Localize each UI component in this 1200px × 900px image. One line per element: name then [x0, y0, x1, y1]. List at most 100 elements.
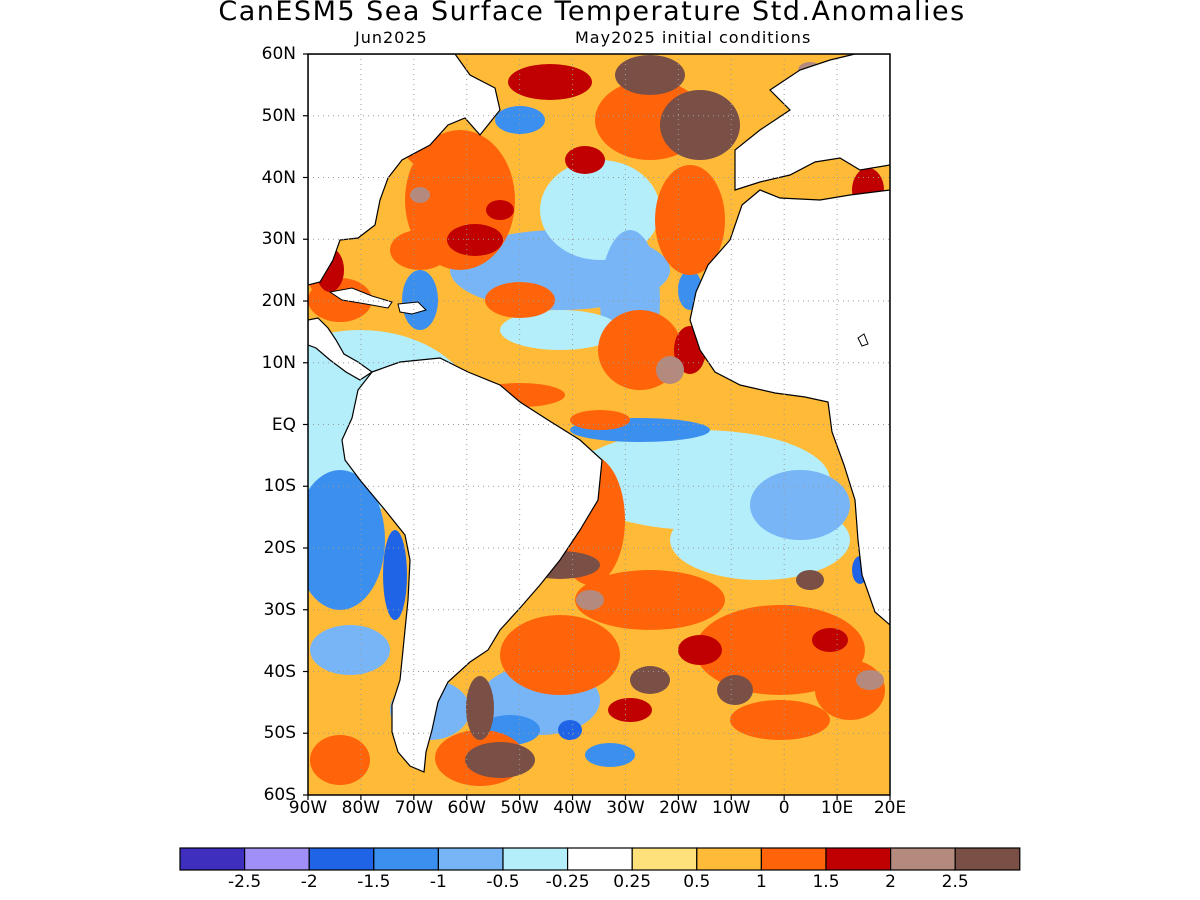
madagascar-island	[857, 333, 869, 347]
colorbar-swatch	[954, 847, 1021, 871]
lat-label: 50N	[261, 105, 296, 126]
colorbar-label: -0.5	[486, 872, 520, 892]
anomaly-patch	[678, 635, 722, 665]
lon-label: 50W	[500, 798, 539, 818]
anomaly-patch	[558, 720, 582, 740]
colorbar-label: 1.5	[812, 872, 840, 892]
anomaly-patch	[310, 625, 390, 675]
anomaly-patch	[656, 356, 684, 384]
colorbar-swatch	[631, 847, 698, 871]
colorbar-swatch	[502, 847, 569, 871]
lon-label: 10W	[712, 798, 751, 818]
lon-label: 60W	[447, 798, 486, 818]
anomaly-patch	[856, 670, 884, 690]
anomaly-patch	[465, 742, 535, 778]
colorbar-label: 0.25	[613, 872, 652, 892]
anomaly-patch	[750, 470, 850, 540]
colorbar-label: 2	[885, 872, 897, 892]
lat-label: EQ	[271, 414, 296, 435]
colorbar-swatch	[179, 847, 246, 871]
anomaly-patch	[815, 660, 885, 720]
lon-label: 20E	[873, 798, 907, 818]
colorbar-swatch	[889, 847, 956, 871]
colorbar	[179, 847, 1021, 871]
colorbar-swatch	[825, 847, 892, 871]
lon-label: 20W	[659, 798, 698, 818]
anomaly-patch	[390, 230, 450, 270]
lon-label: 90W	[288, 798, 328, 818]
colorbar-label: 0.5	[683, 872, 711, 892]
lon-label: 30W	[606, 798, 645, 818]
anomaly-patch	[508, 64, 592, 100]
colorbar-label: 2.5	[941, 872, 969, 892]
colorbar-label: 1	[755, 872, 767, 892]
colorbar-swatch	[437, 847, 504, 871]
lat-label: 10N	[261, 352, 296, 373]
anomaly-patch	[655, 165, 725, 275]
lon-label: 80W	[341, 798, 381, 818]
colorbar-swatch	[566, 847, 633, 871]
anomaly-patch	[500, 310, 620, 350]
anomaly-patch	[576, 590, 604, 610]
axis-ticks	[303, 53, 891, 800]
lat-label: 30S	[263, 599, 296, 620]
lon-label: 40W	[553, 798, 592, 818]
hispaniola-island	[397, 301, 427, 315]
lat-label: 10S	[263, 476, 296, 497]
forecast-month: Jun2025	[355, 28, 428, 47]
anomaly-patch	[575, 570, 725, 630]
lat-label: 50S	[263, 723, 296, 744]
land-masses	[308, 54, 890, 773]
colorbar-label: -2	[300, 872, 318, 892]
anomaly-patch	[447, 224, 503, 256]
colorbar-swatch	[373, 847, 439, 871]
anomaly-patch	[402, 270, 438, 330]
lat-label: 30N	[261, 229, 296, 250]
anomaly-patch	[585, 743, 635, 767]
anomaly-patch	[730, 700, 830, 740]
initial-conditions: May2025 initial conditions	[575, 28, 812, 47]
anomaly-patch	[630, 666, 670, 694]
colorbar-swatch	[308, 847, 375, 871]
anomaly-patch	[500, 615, 620, 695]
anomaly-patch	[717, 675, 753, 705]
anomaly-patch	[308, 470, 385, 610]
anomaly-patch	[486, 200, 514, 220]
colorbar-label: -1	[429, 872, 447, 892]
anomaly-patch	[565, 146, 605, 174]
lat-label: 20S	[263, 538, 296, 558]
anomaly-patch	[410, 187, 430, 203]
lat-label: 60N	[261, 44, 296, 64]
anomaly-patch	[608, 698, 652, 722]
colorbar-swatch	[760, 847, 827, 871]
colorbar-swatch	[244, 847, 310, 871]
graticule	[308, 54, 890, 795]
anomaly-patch	[383, 530, 407, 620]
colorbar-label: -0.25	[545, 872, 590, 892]
africa-land	[689, 189, 890, 626]
map-title: CanESM5 Sea Surface Temperature Std.Anom…	[218, 0, 966, 27]
lon-label: 10E	[820, 798, 854, 818]
lat-label: 60S	[263, 785, 296, 805]
anomaly-patch	[570, 410, 630, 430]
north-america-land	[308, 54, 501, 286]
anomaly-patch	[615, 55, 685, 95]
lat-label: 40S	[263, 661, 296, 682]
lat-label: 40N	[261, 167, 296, 188]
anomaly-patch	[660, 90, 740, 160]
south-america-land	[341, 357, 603, 773]
anomaly-patch	[812, 628, 848, 652]
europe-land	[734, 54, 890, 191]
lon-label: 70W	[394, 798, 434, 818]
cuba-island	[328, 287, 393, 309]
colorbar-label: -2.5	[228, 872, 262, 892]
anomaly-patch	[466, 676, 494, 740]
anomaly-patch	[796, 570, 824, 590]
lat-label: 20N	[261, 291, 296, 311]
colorbar-label: -1.5	[357, 872, 391, 892]
anomaly-patch	[310, 735, 370, 785]
anomaly-patch	[495, 106, 545, 134]
colorbar-swatch	[696, 847, 762, 871]
lon-label: 0	[778, 798, 790, 818]
